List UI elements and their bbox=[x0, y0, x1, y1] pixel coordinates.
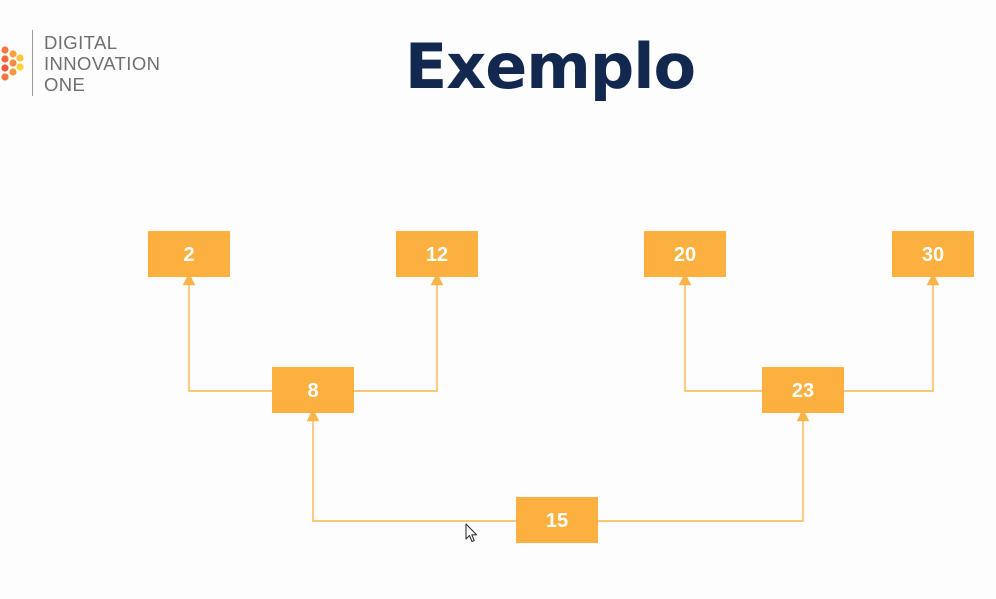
tree-node-label: 12 bbox=[426, 244, 448, 266]
edge-n23-to-n30 bbox=[844, 279, 933, 391]
tree-node: 23 bbox=[762, 367, 844, 413]
edge-n8-to-n2 bbox=[189, 279, 272, 391]
tree-node: 30 bbox=[892, 231, 974, 277]
edge-n8-to-n12 bbox=[354, 279, 437, 391]
tree-node-label: 15 bbox=[546, 510, 568, 532]
tree-node: 15 bbox=[516, 497, 598, 543]
edge-n15-to-n8 bbox=[313, 415, 516, 521]
tree-node-label: 30 bbox=[922, 244, 944, 266]
tree-node: 8 bbox=[272, 367, 354, 413]
edge-n23-to-n20 bbox=[685, 279, 762, 391]
mouse-pointer-icon bbox=[465, 523, 479, 543]
nodes-layer: 2 12 20 30 8 23 15 bbox=[148, 231, 974, 543]
tree-node: 12 bbox=[396, 231, 478, 277]
tree-node-label: 2 bbox=[183, 244, 194, 266]
tree-node-label: 23 bbox=[792, 380, 814, 402]
tree-node-label: 20 bbox=[674, 244, 696, 266]
tree-node: 20 bbox=[644, 231, 726, 277]
tree-node-label: 8 bbox=[307, 380, 318, 402]
edge-n15-to-n23 bbox=[598, 415, 803, 521]
tree-node: 2 bbox=[148, 231, 230, 277]
